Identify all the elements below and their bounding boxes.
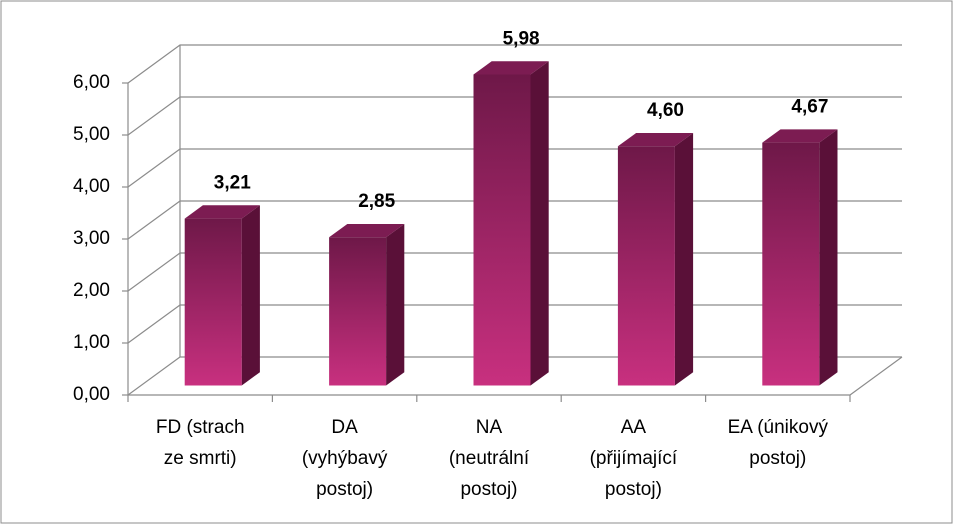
bar-front — [184, 218, 242, 386]
x-tick-label: FD (strach ze smrti) — [156, 417, 245, 469]
bar-front — [473, 74, 531, 386]
bar-front — [762, 142, 820, 386]
x-tick-label: NA (neutrální postoj) — [449, 417, 530, 500]
bar — [617, 133, 694, 386]
value-label: 5,98 — [503, 28, 540, 49]
grid-line — [127, 44, 902, 84]
bar-top — [329, 224, 405, 238]
y-tick-label: 1,00 — [73, 332, 110, 353]
bar-side — [241, 205, 260, 386]
bar — [184, 205, 260, 386]
y-tick-label: 2,00 — [73, 280, 110, 301]
bar-side — [530, 61, 549, 386]
bar-side — [674, 133, 694, 386]
bar-top — [762, 129, 838, 143]
grid-line — [127, 96, 902, 136]
bar — [473, 61, 549, 386]
bar-side — [819, 129, 838, 386]
value-label: 4,67 — [791, 96, 828, 117]
x-tick-label: AA (přijímající postoj) — [590, 417, 678, 500]
bar-front — [617, 146, 675, 386]
y-tick-label: 6,00 — [73, 72, 110, 93]
x-tick-label: EA (únikový postoj) — [728, 417, 829, 469]
bar-top — [617, 133, 694, 147]
bar — [329, 224, 405, 386]
y-tick-label: 5,00 — [73, 124, 110, 145]
bar-top — [184, 205, 260, 219]
y-tick-label: 0,00 — [73, 384, 110, 405]
bar-front — [329, 237, 387, 386]
y-tick-label: 3,00 — [73, 228, 110, 249]
value-label: 3,21 — [214, 172, 251, 193]
value-label: 4,60 — [647, 100, 684, 121]
y-tick-label: 4,00 — [73, 176, 110, 197]
bar-top — [473, 61, 549, 75]
x-tick-label: DA (vyhýbavý postoj) — [302, 417, 388, 500]
value-label: 2,85 — [358, 191, 395, 212]
bar — [762, 129, 838, 386]
bar-side — [386, 224, 405, 386]
